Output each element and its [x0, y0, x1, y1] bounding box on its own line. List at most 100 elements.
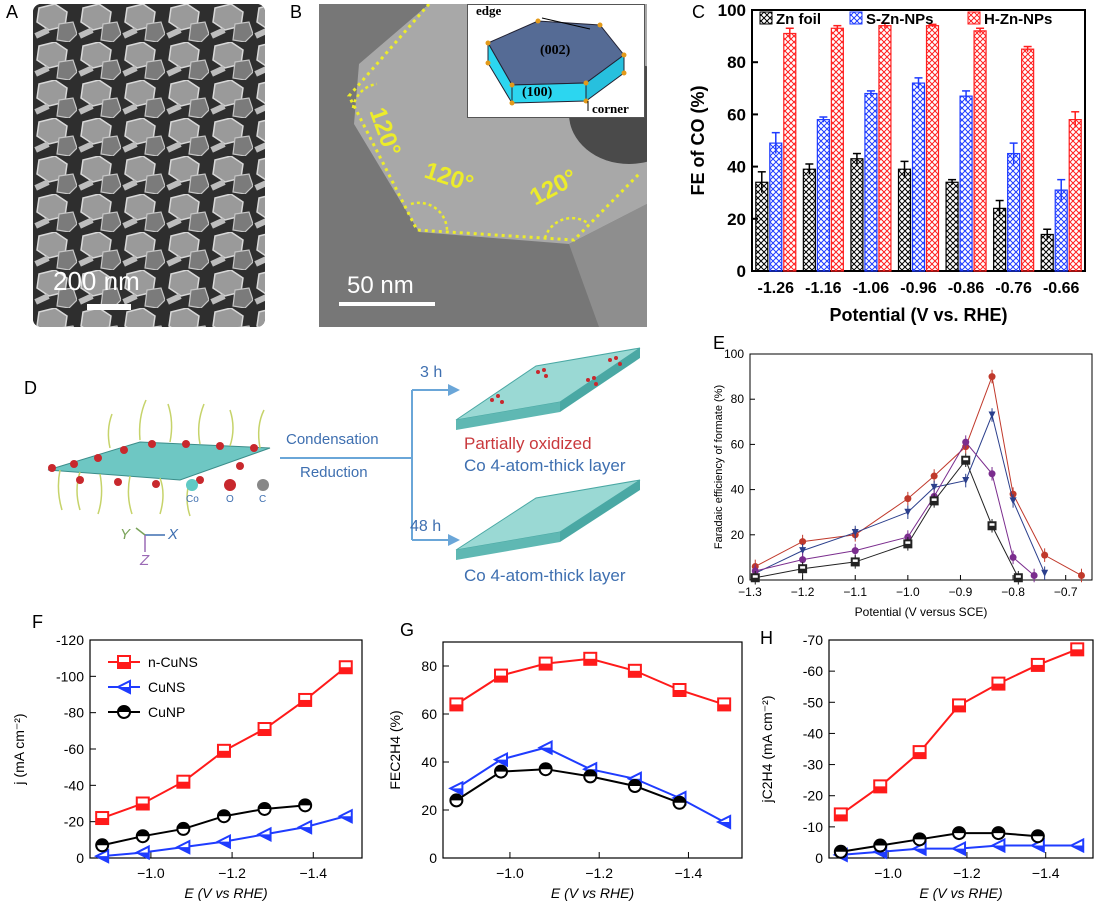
x-tick-label: −1.0	[874, 865, 902, 881]
bar	[1068, 119, 1082, 272]
bar	[1040, 233, 1054, 272]
product-2-label: Co 4-atom-thick layer	[464, 566, 626, 585]
axis-y-label: Y	[120, 526, 131, 543]
data-point-fill	[118, 687, 130, 693]
y-axis-title: j (mA cm⁻²)	[11, 713, 27, 785]
x-axis-title: E (V vs RHE)	[919, 885, 1002, 901]
panel-letter-e: E	[713, 333, 726, 353]
x-tick-label: −1.0	[496, 865, 524, 881]
data-point-fill	[673, 796, 686, 803]
time-48h-label: 48 h	[410, 518, 442, 535]
data-point-fill	[177, 781, 190, 788]
data-point	[930, 472, 938, 480]
x-tick-label: -0.96	[900, 280, 937, 297]
x-tick-label: −1.0	[137, 865, 165, 881]
y-tick-label: 100	[724, 347, 744, 361]
x-tick-label: −1.4	[675, 865, 703, 881]
hexagonal-prism-drawing	[485, 17, 627, 111]
data-point-fill	[992, 827, 1005, 834]
data-point-fill	[953, 827, 966, 834]
y-tick-label: -80	[64, 705, 84, 721]
series-line	[101, 666, 347, 819]
y-tick-label: 0	[76, 850, 84, 866]
y-tick-label: -60	[803, 663, 823, 679]
panel-letter-f: F	[32, 612, 43, 632]
data-point-fill	[1014, 577, 1022, 582]
y-tick-label: -60	[64, 741, 84, 757]
data-point-fill	[118, 706, 130, 712]
x-tick-label: −1.2	[218, 865, 246, 881]
schematic-drawing	[47, 347, 641, 560]
bar	[973, 30, 987, 272]
x-axis-title: Potential (V vs. RHE)	[829, 305, 1007, 325]
plot-frame	[749, 353, 1093, 581]
scale-bar-label: 50 nm	[347, 272, 414, 299]
data-point-fill	[539, 747, 552, 754]
data-point	[851, 547, 859, 555]
y-tick-label: 20	[731, 528, 745, 542]
data-point	[904, 508, 912, 516]
chart-e: 0 20 40 60 80 100 −1.3 −1.2 −1.1 −1.0 −0.9 −0.8 −0.7…	[713, 347, 1093, 619]
axis-x-label: X	[168, 526, 179, 543]
data-point-fill	[1031, 845, 1044, 852]
bar	[850, 158, 864, 272]
legend-c: C	[259, 494, 267, 505]
data-point-fill	[539, 763, 552, 770]
y-axis-title: FE of CO (%)	[688, 86, 708, 196]
panel-letter-b: B	[290, 2, 303, 22]
data-point-fill	[495, 759, 508, 766]
x-tick-label: −1.4	[299, 865, 327, 881]
data-point-fill	[339, 816, 352, 823]
sem-texture	[33, 4, 265, 327]
plot-frame	[442, 641, 743, 859]
x-tick-label: −1.2	[953, 865, 981, 881]
bar	[911, 82, 926, 272]
data-point-fill	[1031, 664, 1044, 671]
data-point-fill	[904, 543, 912, 548]
x-tick-label: −1.2	[585, 865, 613, 881]
panel-letter-h: H	[760, 628, 773, 648]
panel-letter-c: C	[692, 2, 705, 22]
data-point-fill	[851, 561, 859, 566]
y-tick-label: 100	[718, 1, 746, 20]
condensation-label: Condensation	[286, 431, 379, 448]
data-point-fill	[299, 799, 312, 806]
bar	[945, 181, 959, 272]
data-point-fill	[874, 786, 887, 793]
legend-label: S-Zn-NPs	[866, 11, 934, 28]
data-point-fill	[930, 500, 938, 505]
bar	[925, 25, 940, 272]
data-point-fill	[834, 814, 847, 821]
y-tick-label: 40	[421, 754, 437, 770]
bar	[755, 181, 769, 272]
bar	[769, 142, 783, 272]
x-tick-label: -1.26	[758, 280, 795, 297]
data-point	[1041, 551, 1049, 559]
data-point-fill	[339, 667, 352, 674]
chart-g: 0 20 40 60 80 −1.0 −1.2 −1.4 E (V vs RHE) FEC2H4 …	[387, 641, 743, 901]
series-line	[101, 804, 306, 847]
legend-swatch	[849, 11, 863, 25]
inset-corner-label: corner	[592, 101, 629, 116]
axis-z-label: Z	[140, 552, 150, 569]
data-point	[962, 438, 970, 446]
legend-label: n-CuNS	[148, 654, 198, 670]
data-point-fill	[136, 803, 149, 810]
data-point-fill	[874, 839, 887, 846]
legend-o: O	[226, 494, 234, 505]
panel-letter-a: A	[6, 2, 19, 22]
data-point	[1077, 571, 1085, 579]
bar	[993, 207, 1007, 272]
y-tick-label: 80	[421, 658, 437, 674]
x-tick-label: -0.86	[948, 280, 985, 297]
data-point	[799, 538, 807, 546]
legend-swatch	[759, 11, 773, 25]
data-point-fill	[584, 770, 597, 777]
y-tick-label: -20	[803, 788, 823, 804]
bar	[1021, 48, 1035, 272]
data-point-fill	[96, 818, 109, 825]
y-tick-label: 20	[421, 802, 437, 818]
y-axis-title: jC2H4 (mA cm⁻²)	[759, 696, 775, 804]
crystal-inset: edge (002) (100) corner	[467, 4, 645, 118]
data-point	[799, 556, 807, 564]
